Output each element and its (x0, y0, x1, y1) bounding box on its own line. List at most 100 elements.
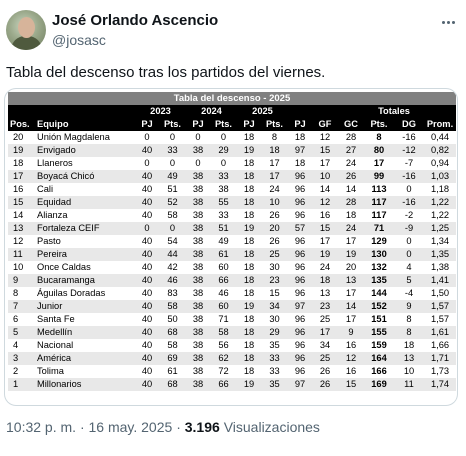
position-cell: 17 (8, 170, 35, 183)
stat-cell: 38 (186, 261, 210, 274)
table-row: 1 Millonarios 40 68 38 66 19 35 97 26 15 169 11 1,74 (8, 378, 456, 391)
stat-cell: 0 (135, 157, 159, 170)
stat-cell: 46 (210, 287, 237, 300)
totals-spacer (288, 105, 364, 118)
stat-cell: 15 (312, 144, 338, 157)
stat-cell: 96 (288, 365, 312, 378)
stat-cell: 18 (237, 235, 261, 248)
stat-cell: 9 (394, 300, 424, 313)
stat-cell: 13 (312, 287, 338, 300)
column-header[interactable]: GF (312, 118, 338, 131)
position-cell: 6 (8, 313, 35, 326)
stat-cell: 33 (261, 352, 288, 365)
tweet-media-image[interactable]: Tabla del descenso - 2025 2023 2024 2025 To… (4, 88, 458, 406)
stat-cell: 0 (210, 157, 237, 170)
stat-cell: -16 (394, 196, 424, 209)
stat-cell: 1,22 (424, 209, 456, 222)
team-name-cell: Fortaleza CEIF (35, 222, 135, 235)
table-row: 2 Tolima 40 61 38 72 18 33 96 26 16 166 10 1,73 (8, 365, 456, 378)
stat-cell: 38 (186, 378, 210, 391)
position-cell: 9 (8, 274, 35, 287)
stat-cell: 12 (312, 196, 338, 209)
stat-cell: 96 (288, 274, 312, 287)
stat-cell: 40 (135, 209, 159, 222)
stat-cell: 72 (210, 365, 237, 378)
stat-cell: 40 (135, 339, 159, 352)
totals-spacer (424, 105, 456, 118)
stat-cell: 132 (364, 261, 394, 274)
stat-cell: 38 (186, 326, 210, 339)
column-header[interactable]: PJ (288, 118, 312, 131)
stat-cell: 19 (237, 144, 261, 157)
year-header: 2025 (237, 105, 288, 118)
stat-cell: 49 (159, 170, 186, 183)
stat-cell: 61 (159, 365, 186, 378)
column-header[interactable]: Pts. (364, 118, 394, 131)
table-row: 20 Unión Magdalena 0 0 0 0 18 8 18 12 28 8 -16 0,44 (8, 131, 456, 144)
stat-cell: 38 (186, 183, 210, 196)
position-cell: 18 (8, 157, 35, 170)
years-spacer (8, 105, 135, 118)
position-cell: 15 (8, 196, 35, 209)
stat-cell: 0 (159, 157, 186, 170)
tweet-time[interactable]: 10:32 p. m. (6, 419, 77, 435)
column-header[interactable]: Pts. (261, 118, 288, 131)
stat-cell: 18 (237, 365, 261, 378)
column-header[interactable]: PJ (186, 118, 210, 131)
column-header[interactable]: PJ (237, 118, 261, 131)
stat-cell: 24 (338, 157, 364, 170)
stat-cell: 68 (159, 378, 186, 391)
stat-cell: 96 (288, 287, 312, 300)
stat-cell: 17 (364, 157, 394, 170)
stat-cell: 40 (135, 248, 159, 261)
column-header[interactable]: Pts. (159, 118, 186, 131)
team-name-cell: Tolima (35, 365, 135, 378)
more-options-button[interactable] (436, 12, 460, 32)
author-handle[interactable]: @josasc (52, 32, 106, 48)
stat-cell: 10 (261, 196, 288, 209)
team-name-cell: América (35, 352, 135, 365)
stat-cell: 24 (338, 222, 364, 235)
stat-cell: -16 (394, 131, 424, 144)
stat-cell: 99 (364, 170, 394, 183)
position-cell: 10 (8, 261, 35, 274)
column-header[interactable]: Equipo (35, 118, 135, 131)
team-name-cell: Nacional (35, 339, 135, 352)
avatar[interactable] (6, 10, 46, 50)
stat-cell: 0 (135, 131, 159, 144)
stat-cell: 18 (237, 313, 261, 326)
year-header: 2024 (186, 105, 237, 118)
stat-cell: 38 (186, 209, 210, 222)
stat-cell: 17 (312, 157, 338, 170)
stat-cell: 24 (261, 183, 288, 196)
stat-cell: 1,34 (424, 235, 456, 248)
stat-cell: 17 (261, 157, 288, 170)
stat-cell: 19 (312, 248, 338, 261)
stat-cell: 8 (364, 131, 394, 144)
stat-cell: 16 (338, 339, 364, 352)
column-header[interactable]: DG (394, 118, 424, 131)
stat-cell: 159 (364, 339, 394, 352)
stat-cell: 40 (135, 352, 159, 365)
author-display-name[interactable]: José Orlando Ascencio (52, 12, 219, 29)
column-header[interactable]: Prom. (424, 118, 456, 131)
stat-cell: 1,57 (424, 300, 456, 313)
descenso-table-image: Tabla del descenso - 2025 2023 2024 2025 To… (8, 92, 456, 402)
table-row: 4 Nacional 40 58 38 56 18 35 96 34 16 159 18 1,66 (8, 339, 456, 352)
column-header[interactable]: Pts. (210, 118, 237, 131)
stat-cell: 5 (394, 274, 424, 287)
table-row: 16 Cali 40 51 38 38 18 24 96 14 14 113 0 1,18 (8, 183, 456, 196)
column-header[interactable]: Pos. (8, 118, 35, 131)
stat-cell: 25 (312, 313, 338, 326)
column-header[interactable]: PJ (135, 118, 159, 131)
stat-cell: 28 (338, 196, 364, 209)
tweet-date[interactable]: 16 may. 2025 (88, 419, 173, 435)
column-header[interactable]: GC (338, 118, 364, 131)
stat-cell: 8 (394, 313, 424, 326)
stat-cell: 26 (261, 235, 288, 248)
stat-cell: 52 (159, 196, 186, 209)
avatar-face (18, 17, 35, 38)
team-name-cell: Pereira (35, 248, 135, 261)
stat-cell: 18 (237, 170, 261, 183)
stat-cell: 38 (210, 183, 237, 196)
